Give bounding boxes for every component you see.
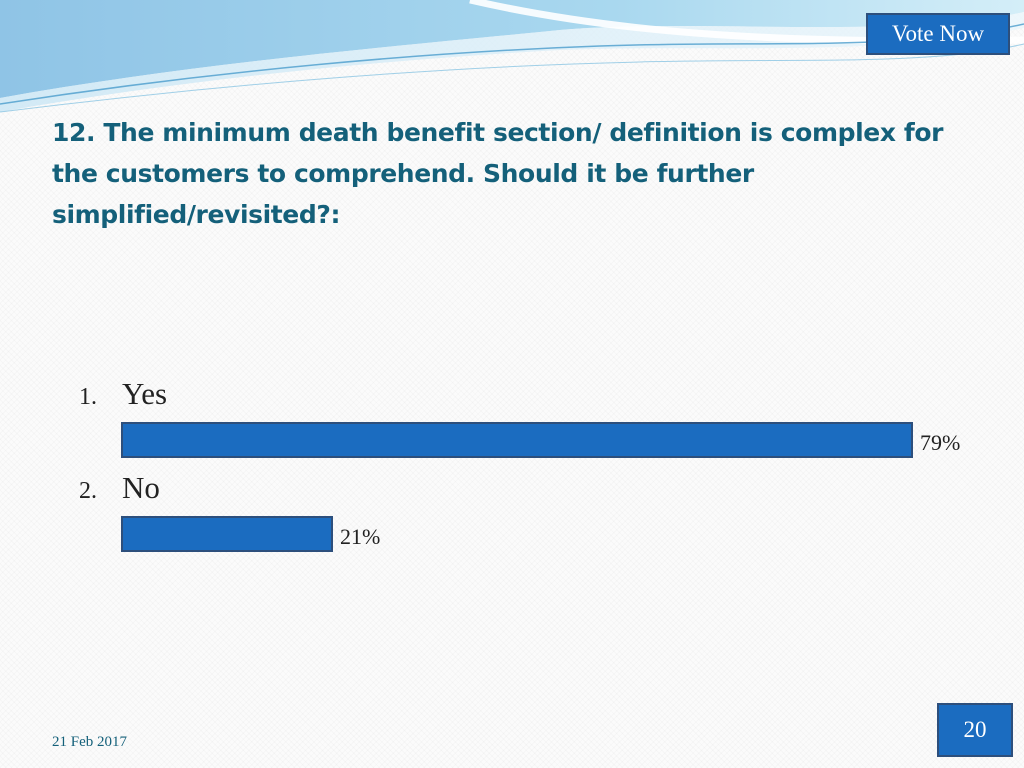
vote-now-button[interactable]: Vote Now xyxy=(866,13,1010,55)
poll-item-number: 1. xyxy=(79,384,97,410)
footer-date: 21 Feb 2017 xyxy=(52,734,127,750)
question-title: 12. The minimum death benefit section/ d… xyxy=(52,118,944,229)
page-number: 20 xyxy=(937,703,1013,757)
poll-item-number: 2. xyxy=(79,478,97,504)
poll-option-label: Yes xyxy=(122,376,167,411)
poll-bar xyxy=(121,516,333,552)
poll-value-label: 21% xyxy=(340,524,380,549)
poll-value-label: 79% xyxy=(920,430,960,455)
poll-bar xyxy=(121,422,913,458)
poll-results-chart: 1. Yes 79% 2. No 21% xyxy=(79,376,960,552)
poll-option-label: No xyxy=(122,470,160,505)
